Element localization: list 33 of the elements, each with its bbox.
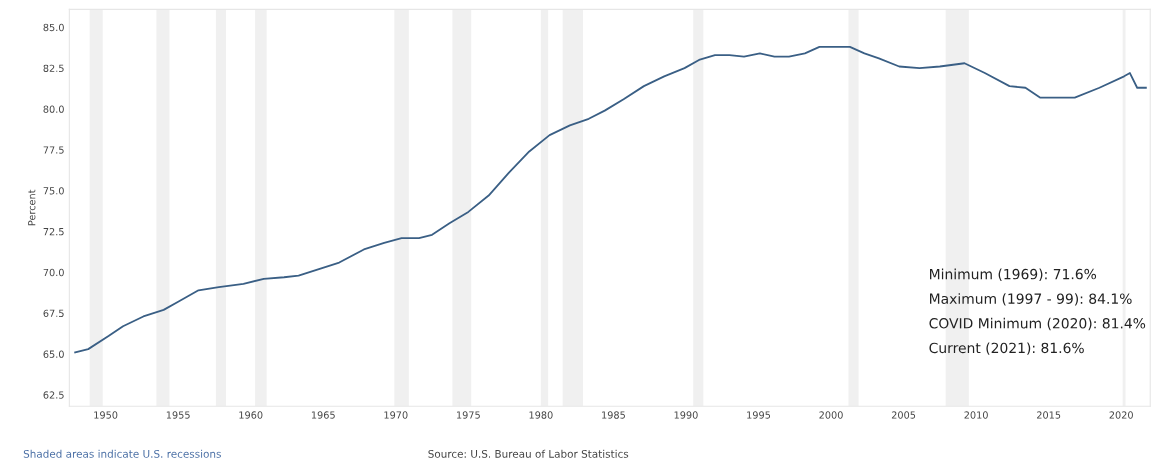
y-axis-title: Percent (28, 189, 36, 226)
x-tick-label: 1950 (94, 411, 118, 419)
text: Shaded areas indicate U.S. recessions (23, 449, 221, 458)
x-tick-label: 1995 (747, 411, 771, 419)
x-tick-label: 1980 (529, 411, 553, 419)
y-tick-label: 62.5 (43, 391, 64, 399)
y-tick-label: 70.0 (43, 268, 64, 277)
y-tick-label: 80.0 (43, 105, 64, 113)
y-tick-label: 65.0 (43, 350, 64, 358)
y-tick-label: 77.5 (43, 146, 64, 154)
annotation: Minimum (1969): 71.6% (930, 268, 1097, 281)
x-tick-label: 1985 (602, 411, 625, 419)
annotation: Maximum (1997 - 99): 84.1% (930, 293, 1132, 306)
x-tick-label: 1975 (457, 411, 480, 419)
source-note: Source: U.S. Bureau of Labor Statistics (428, 449, 629, 458)
x-tick-label: 1955 (166, 411, 190, 419)
x-tick-label: 2020 (1109, 411, 1133, 419)
x-tick-label: 2010 (964, 411, 988, 419)
x-tick-label: 2000 (819, 411, 843, 419)
x-tick-label: 1960 (239, 411, 263, 419)
y-tick-label: 67.5 (43, 309, 64, 318)
annotation: Current (2021): 81.6% (929, 342, 1084, 355)
line-series (74, 46, 1147, 354)
x-tick-label: 2015 (1037, 411, 1061, 419)
y-tick-label: 85.0 (43, 23, 64, 32)
x-tick-label: 1965 (311, 411, 335, 419)
annotation: COVID Minimum (2020): 81.4% (929, 317, 1146, 331)
x-tick-label: 2005 (891, 411, 916, 419)
x-tick-label: 1970 (384, 411, 408, 419)
x-tick-label: 1990 (674, 411, 698, 419)
y-tick-label: 72.5 (43, 227, 64, 236)
y-tick-label: 75.0 (43, 187, 64, 195)
y-tick-label: 82.5 (43, 64, 64, 72)
